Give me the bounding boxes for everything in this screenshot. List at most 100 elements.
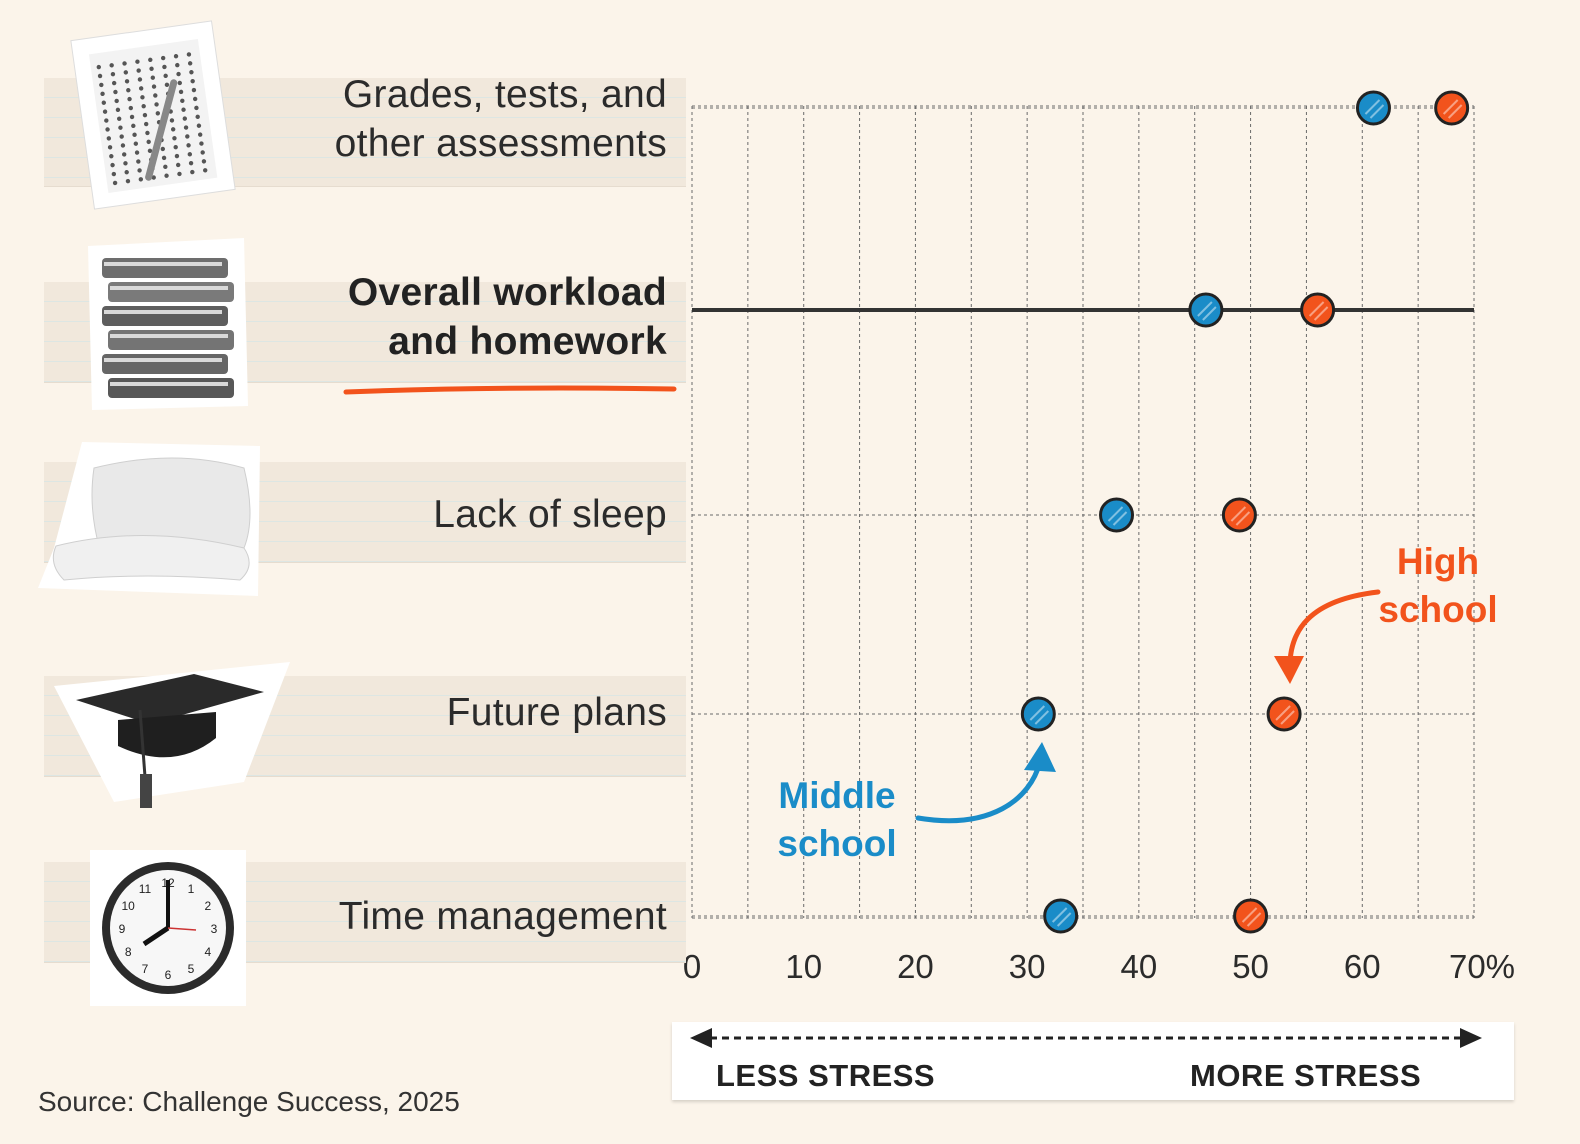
sheet-bubble <box>142 112 148 118</box>
book <box>108 282 234 302</box>
category-label-line: Future plans <box>446 691 667 734</box>
sheet-bubble <box>133 141 139 146</box>
sheet-bubble <box>135 59 140 64</box>
middle-school-arrow <box>915 759 1043 824</box>
sheet-bubble <box>111 171 117 177</box>
sheet-bubble <box>110 71 116 77</box>
sheet-bubble <box>151 175 156 180</box>
less-stress-label: LESS STRESS <box>716 1058 936 1093</box>
sheet-bubble <box>155 111 161 116</box>
x-tick-label: 50 <box>1232 948 1269 985</box>
sheet-bubble <box>175 62 180 68</box>
category-label-line: Overall workload <box>347 271 667 314</box>
sheet-bubble <box>182 116 188 121</box>
sheet-bubble <box>136 159 141 164</box>
sheet-bubble <box>181 107 186 112</box>
sheet-bubble <box>176 71 181 77</box>
sheet-bubble <box>148 57 153 63</box>
book-pages <box>110 382 228 386</box>
sheet-bubble <box>109 63 114 68</box>
pencil <box>145 79 178 181</box>
middle-school-dot <box>1355 90 1391 126</box>
callout-line: school <box>777 823 897 864</box>
dot-hatch <box>1364 99 1385 119</box>
sheet-bubble <box>163 73 168 79</box>
middle-school-dot <box>1099 497 1135 533</box>
sheet-bubble <box>101 100 107 105</box>
x-tick-label: 40 <box>1120 948 1157 985</box>
x-tick-label: 20 <box>897 948 934 985</box>
clock-numeral: 4 <box>204 945 211 959</box>
clock-numeral: 5 <box>188 962 195 976</box>
sheet-bubble <box>192 96 198 102</box>
sheet-bubble <box>104 118 109 123</box>
sheet-bubble <box>100 91 105 97</box>
sheet-bubble <box>143 121 149 127</box>
callout-line: High <box>1396 541 1480 582</box>
sheet-bubble <box>151 84 157 89</box>
book-pages <box>110 286 228 290</box>
sheet-bubble <box>106 136 112 141</box>
sheet-bubble <box>122 152 127 157</box>
sheet-bubble <box>127 96 132 102</box>
sheet-bubble <box>164 82 170 87</box>
sheet-bubble <box>97 73 103 79</box>
sheet-bubble <box>129 114 135 120</box>
sheet-bubble <box>113 89 118 95</box>
high-school-dot <box>1434 90 1470 126</box>
sheet-bubble <box>122 61 127 66</box>
sheet-bubble <box>180 98 185 103</box>
sheet-bubble <box>194 105 199 111</box>
book <box>102 306 228 326</box>
high-school-dot <box>1221 497 1257 533</box>
sheet-bubble <box>201 159 207 164</box>
sheet-bubble <box>124 170 129 175</box>
sheet-bubble <box>140 95 145 100</box>
graduation-cap-icon <box>54 662 290 808</box>
wall-clock-icon: 123456789101112 <box>90 850 246 1006</box>
sheet-bubble <box>110 162 115 168</box>
sheet-bubble <box>134 150 140 155</box>
sheet-bubble <box>189 70 194 75</box>
sheet-bubble <box>120 143 126 148</box>
sheet-bubble <box>162 64 167 70</box>
book <box>108 330 234 350</box>
sheet-bubble <box>172 136 177 141</box>
x-tick-label: 30 <box>1009 948 1046 985</box>
sheet-bubble <box>123 161 128 166</box>
clock-hour-hand <box>142 925 170 947</box>
sheet-bubble <box>126 87 131 93</box>
dot-hatch <box>1241 907 1262 927</box>
sheet-bubble <box>125 178 131 184</box>
clock-second-hand <box>167 927 197 931</box>
pillow-front <box>52 535 250 581</box>
dot-hatch <box>1051 907 1072 927</box>
sheet-bubble <box>112 180 118 186</box>
book-pages <box>104 310 222 314</box>
x-tick-label: 0 <box>683 948 701 985</box>
pillows-icon <box>38 442 260 596</box>
sheet-bubble <box>174 153 180 159</box>
clock-numeral: 6 <box>165 968 172 982</box>
sheet-bubble <box>197 132 203 137</box>
stress-direction-box <box>672 1022 1514 1100</box>
sheet-bubble <box>116 116 122 121</box>
book <box>108 378 234 398</box>
x-tick-label: 70% <box>1449 948 1515 985</box>
sheet-bubble <box>138 177 144 182</box>
category-label: Lack of sleep <box>247 490 667 539</box>
sheet-bubble <box>177 171 182 177</box>
answer-sheet-icon <box>70 20 236 210</box>
sheet-bubble <box>196 123 202 128</box>
source-note: Source: Challenge Success, 2025 <box>38 1086 460 1117</box>
sheet-bubble <box>131 123 136 129</box>
high-school-callout: High school <box>1362 538 1514 634</box>
sheet-bubble <box>177 80 183 86</box>
sheet-bubble <box>109 154 114 159</box>
high-school-arrowhead <box>1274 656 1304 684</box>
middle-school-dot <box>1188 292 1224 328</box>
category-label-line: and homework <box>388 320 667 363</box>
sheet-grid <box>88 39 218 193</box>
dot-hatch <box>1107 506 1128 526</box>
category-label-line: Grades, tests, and <box>342 73 667 116</box>
